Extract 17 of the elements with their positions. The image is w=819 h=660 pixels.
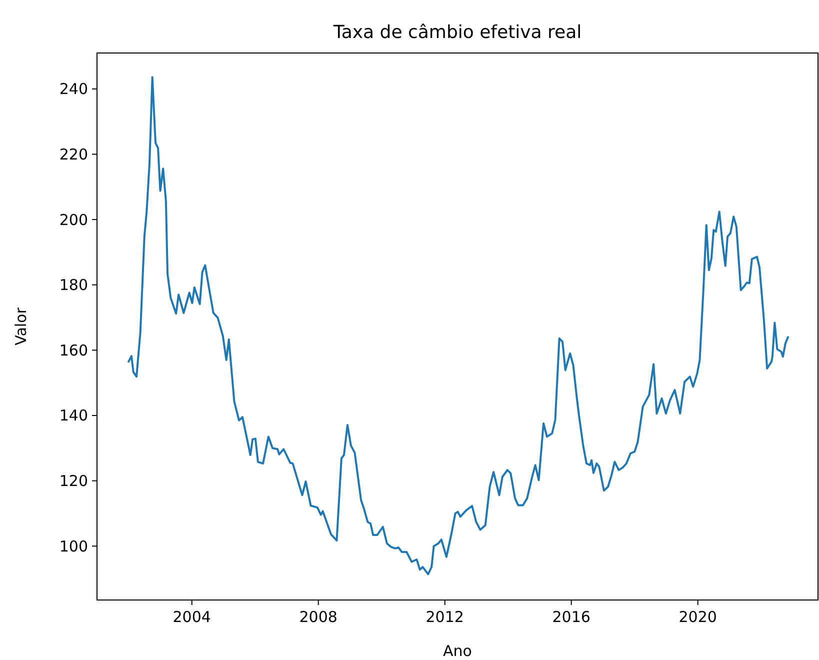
chart-title: Taxa de câmbio efetiva real xyxy=(332,22,582,43)
line-series xyxy=(128,76,789,576)
y-tick-label: 140 xyxy=(59,406,88,425)
x-tick-label: 2016 xyxy=(552,608,590,626)
y-tick-label: 100 xyxy=(59,537,88,556)
y-tick-label: 120 xyxy=(59,472,88,490)
x-tick-label: 2004 xyxy=(172,608,211,626)
y-tick-label: 160 xyxy=(59,341,88,360)
x-tick-label: 2008 xyxy=(299,608,338,626)
y-tick-label: 200 xyxy=(59,210,88,229)
y-axis-title: Valor xyxy=(12,306,30,346)
x-tick-label: 2012 xyxy=(426,608,464,626)
x-axis-title: Ano xyxy=(443,642,472,660)
y-tick-label: 240 xyxy=(59,80,88,98)
y-tick-label: 180 xyxy=(59,276,88,294)
y-tick-label: 220 xyxy=(59,145,88,164)
x-tick-label: 2020 xyxy=(678,608,717,626)
